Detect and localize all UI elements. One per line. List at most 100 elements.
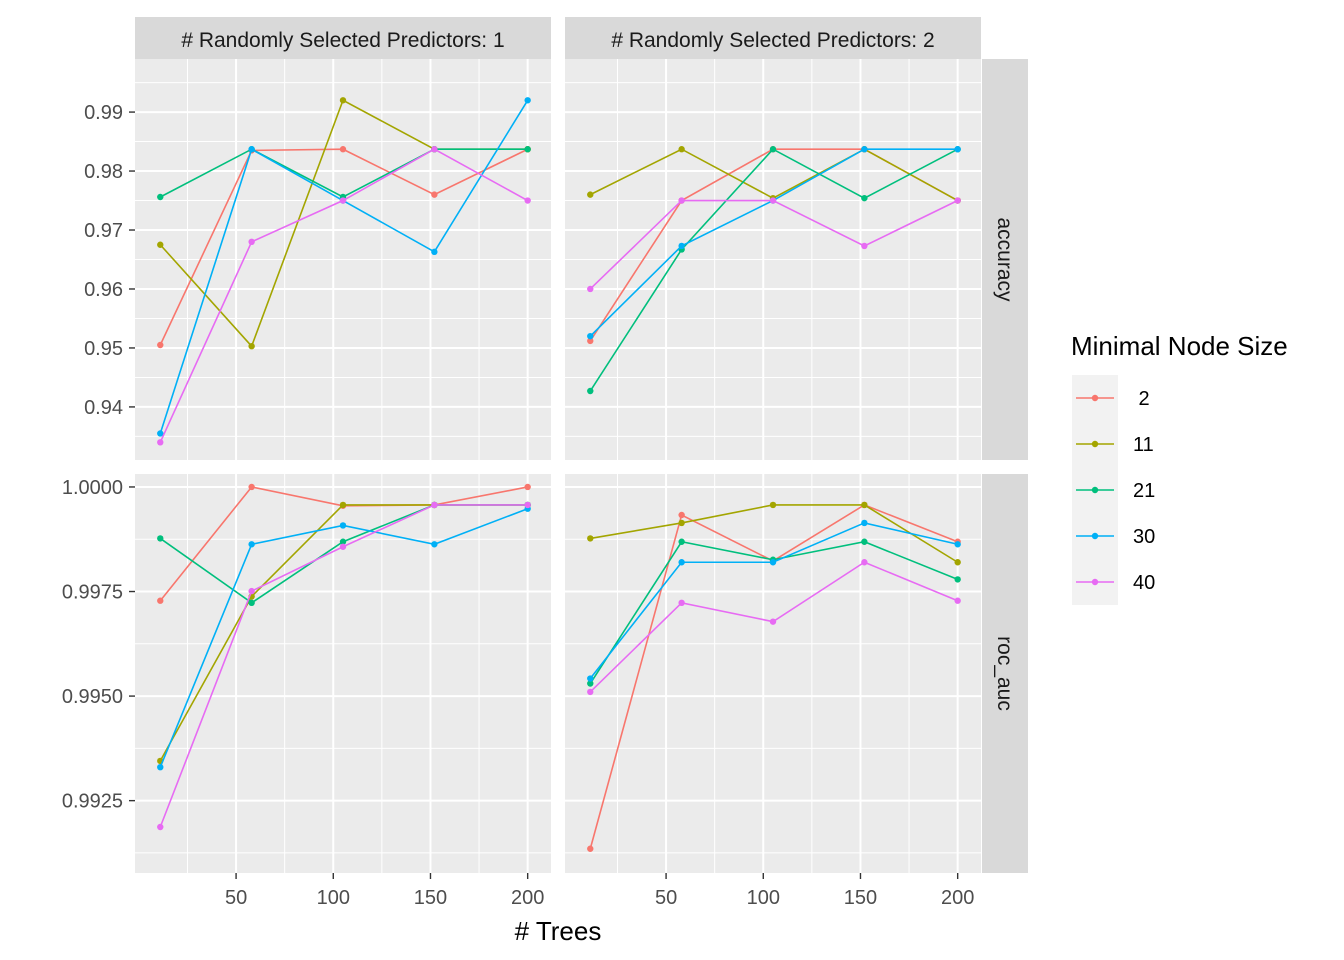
- facet-row-label: roc_auc: [993, 636, 1016, 711]
- data-point: [587, 675, 594, 682]
- data-point: [248, 238, 255, 246]
- y-tick-label: 0.95: [84, 338, 123, 360]
- data-point: [678, 242, 685, 250]
- data-point: [678, 599, 685, 607]
- data-point: [431, 248, 438, 256]
- data-point: [157, 241, 164, 248]
- data-point: [861, 538, 868, 545]
- data-point: [339, 543, 347, 550]
- data-point: [861, 519, 868, 527]
- data-point: [587, 332, 594, 340]
- data-point: [339, 501, 347, 509]
- data-point: [954, 559, 961, 566]
- data-point: [587, 688, 594, 696]
- data-point: [769, 146, 777, 153]
- data-point: [524, 483, 531, 491]
- x-tick-label: 100: [317, 887, 350, 909]
- data-point: [524, 146, 531, 153]
- data-point: [339, 146, 347, 153]
- x-tick-label: 200: [941, 887, 974, 909]
- data-point: [524, 97, 531, 104]
- data-point: [678, 146, 685, 153]
- data-point: [769, 501, 777, 509]
- y-tick-label: 0.98: [84, 161, 123, 183]
- data-point: [587, 285, 594, 293]
- panel-background: [135, 474, 551, 873]
- data-point: [157, 341, 164, 349]
- data-point: [157, 535, 164, 542]
- x-tick-label: 200: [511, 887, 544, 909]
- x-axis-title: # Trees: [515, 916, 602, 946]
- data-point: [769, 197, 777, 204]
- data-point: [248, 342, 255, 350]
- data-point: [339, 538, 347, 545]
- data-point: [157, 430, 164, 437]
- data-point: [248, 587, 255, 595]
- data-point: [678, 197, 685, 204]
- data-point: [587, 535, 594, 542]
- legend-entry-label: 30: [1133, 526, 1155, 548]
- data-point: [954, 541, 961, 548]
- data-point: [769, 618, 777, 625]
- data-point: [954, 197, 961, 204]
- y-tick-label: 0.9975: [62, 582, 123, 604]
- legend-key-point: [1091, 578, 1099, 586]
- data-point: [431, 501, 438, 509]
- data-point: [954, 597, 961, 604]
- data-point: [587, 191, 594, 198]
- x-tick-label: 100: [747, 887, 780, 909]
- legend-key-point: [1091, 486, 1099, 494]
- facet-strip-top: [135, 17, 551, 59]
- data-point: [678, 519, 685, 527]
- data-point: [431, 146, 438, 153]
- facet-col-label: # Randomly Selected Predictors: 2: [611, 29, 934, 52]
- x-tick-label: 50: [655, 887, 677, 909]
- data-point: [157, 823, 164, 831]
- data-point: [431, 191, 438, 198]
- legend-key-point: [1091, 532, 1099, 540]
- x-tick-label: 50: [225, 887, 247, 909]
- data-point: [248, 541, 255, 548]
- data-point: [248, 483, 255, 491]
- data-point: [954, 146, 961, 153]
- data-point: [157, 439, 164, 446]
- legend-entry-label: 40: [1133, 572, 1155, 594]
- data-point: [587, 845, 594, 852]
- data-point: [157, 193, 164, 201]
- x-tick-label: 150: [844, 887, 877, 909]
- y-tick-label: 0.94: [84, 397, 123, 419]
- legend-key-point: [1091, 440, 1099, 448]
- data-point: [954, 576, 961, 583]
- facet-strip-top: [565, 17, 981, 59]
- legend-entry-label: 2: [1133, 388, 1150, 410]
- legend-title: Minimal Node Size: [1071, 331, 1288, 361]
- data-point: [524, 501, 531, 509]
- x-tick-label: 150: [414, 887, 447, 909]
- data-point: [861, 242, 868, 250]
- legend-key-point: [1091, 394, 1099, 402]
- data-point: [248, 599, 255, 607]
- data-point: [678, 559, 685, 566]
- y-tick-label: 0.99: [84, 102, 123, 124]
- data-point: [678, 511, 685, 519]
- data-point: [431, 541, 438, 548]
- data-point: [678, 538, 685, 545]
- y-tick-label: 0.97: [84, 220, 123, 242]
- data-point: [587, 387, 594, 395]
- data-point: [157, 763, 164, 771]
- data-point: [339, 197, 347, 204]
- facet-strip-right: [982, 59, 1028, 460]
- data-point: [157, 597, 164, 604]
- panel-background: [565, 474, 981, 873]
- data-point: [861, 194, 868, 202]
- data-point: [587, 337, 594, 345]
- facet-row-label: accuracy: [993, 217, 1016, 302]
- y-tick-label: 1.0000: [62, 477, 123, 499]
- data-point: [861, 559, 868, 566]
- data-point: [524, 197, 531, 204]
- y-tick-label: 0.9925: [62, 791, 123, 813]
- y-tick-label: 0.9950: [62, 686, 123, 708]
- data-point: [248, 146, 255, 153]
- data-point: [339, 522, 347, 529]
